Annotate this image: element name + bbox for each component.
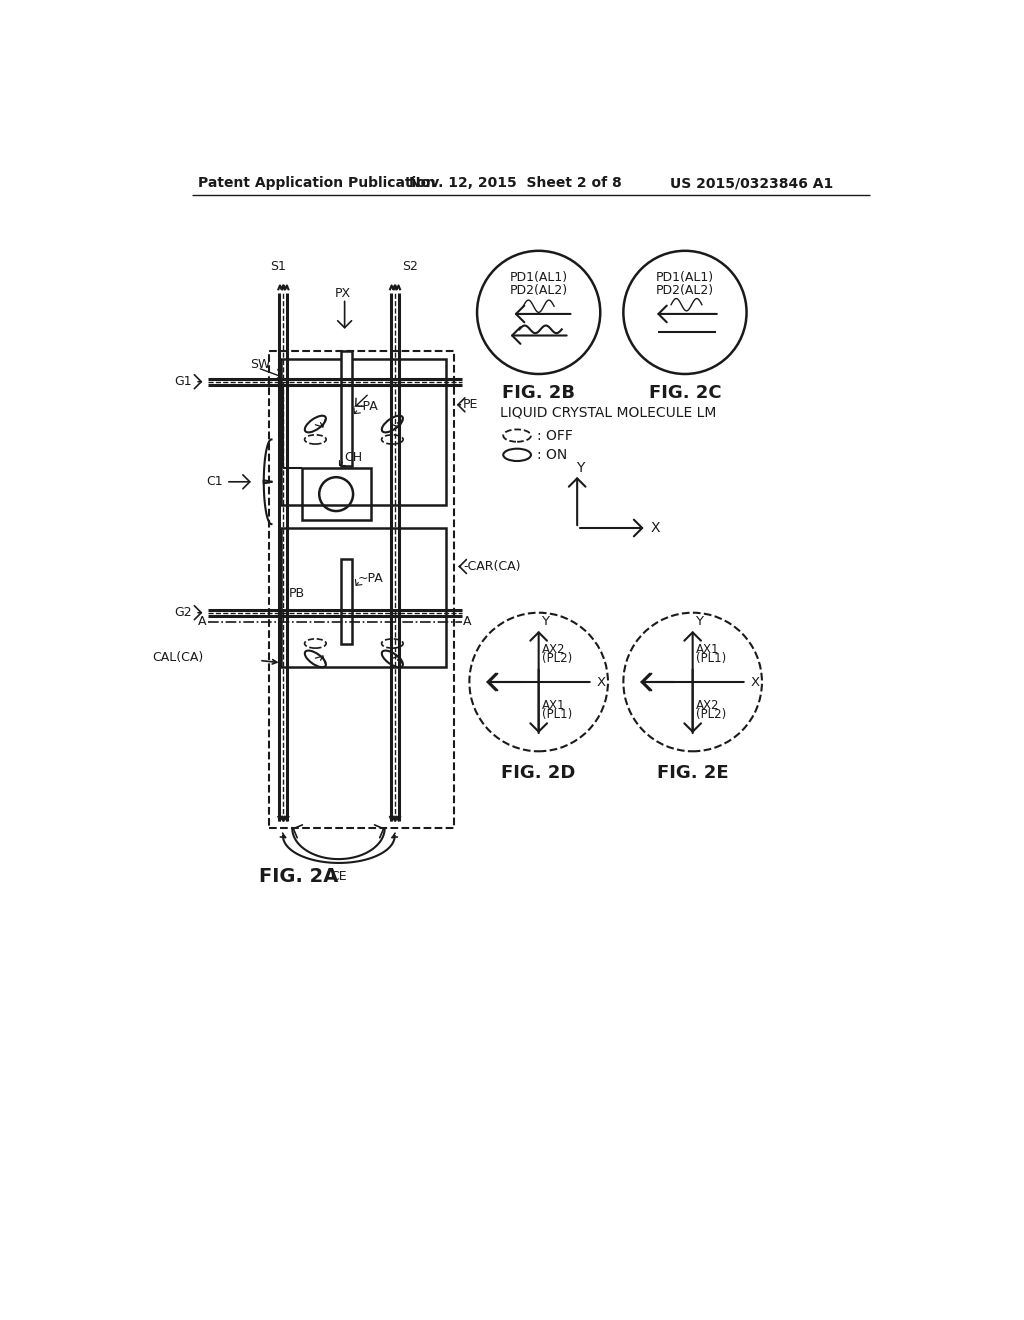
Text: FIG. 2C: FIG. 2C [648,384,721,403]
Text: (PL2): (PL2) [695,708,726,721]
Text: PE: PE [463,399,478,412]
Text: Nov. 12, 2015  Sheet 2 of 8: Nov. 12, 2015 Sheet 2 of 8 [410,176,622,190]
Text: FIG. 2B: FIG. 2B [502,384,575,403]
Text: PD2(AL2): PD2(AL2) [656,284,714,297]
Bar [341,351,351,466]
Text: FIG. 2D: FIG. 2D [502,764,575,781]
Text: X: X [650,521,659,535]
Text: SW: SW [250,358,270,371]
Text: FIG. 2E: FIG. 2E [656,764,728,781]
Text: : ON: : ON [538,447,567,462]
Text: AX2: AX2 [695,698,719,711]
Bar [281,528,446,667]
Text: S1: S1 [270,260,287,273]
Text: X: X [751,676,760,689]
Bar [301,469,371,520]
Text: ~PA: ~PA [352,400,378,413]
Text: Y: Y [541,615,549,628]
Bar [341,558,351,644]
Text: FIG. 2A: FIG. 2A [259,866,338,886]
Text: CAL(CA): CAL(CA) [153,651,204,664]
Text: Y: Y [695,615,702,628]
Text: -CAR(CA): -CAR(CA) [463,560,520,573]
Text: AX2: AX2 [542,643,565,656]
Text: PD1(AL1): PD1(AL1) [656,271,714,284]
Text: : OFF: : OFF [538,429,573,442]
Text: G1: G1 [174,375,193,388]
Text: (PL1): (PL1) [695,652,726,665]
Text: CE: CE [330,870,347,883]
Text: Patent Application Publication: Patent Application Publication [199,176,436,190]
Text: (PL2): (PL2) [542,652,572,665]
Text: ~PA: ~PA [357,572,383,585]
Bar [281,359,446,506]
Text: CH: CH [345,450,362,463]
Bar [269,351,454,829]
Text: US 2015/0323846 A1: US 2015/0323846 A1 [670,176,833,190]
Text: LIQUID CRYSTAL MOLECULE LM: LIQUID CRYSTAL MOLECULE LM [500,405,717,420]
Text: Y: Y [577,461,585,475]
Text: X: X [596,676,605,689]
Text: AX1: AX1 [695,643,719,656]
Text: A: A [198,615,206,628]
Text: PB: PB [289,587,305,601]
Text: AX1: AX1 [542,698,565,711]
Text: A: A [463,615,472,628]
Text: PX: PX [335,286,351,300]
Text: G2: G2 [174,606,193,619]
Text: (PL1): (PL1) [542,708,572,721]
Text: C1: C1 [206,475,223,488]
Text: PD1(AL1): PD1(AL1) [510,271,567,284]
Text: PD2(AL2): PD2(AL2) [510,284,567,297]
Text: S2: S2 [402,260,418,273]
